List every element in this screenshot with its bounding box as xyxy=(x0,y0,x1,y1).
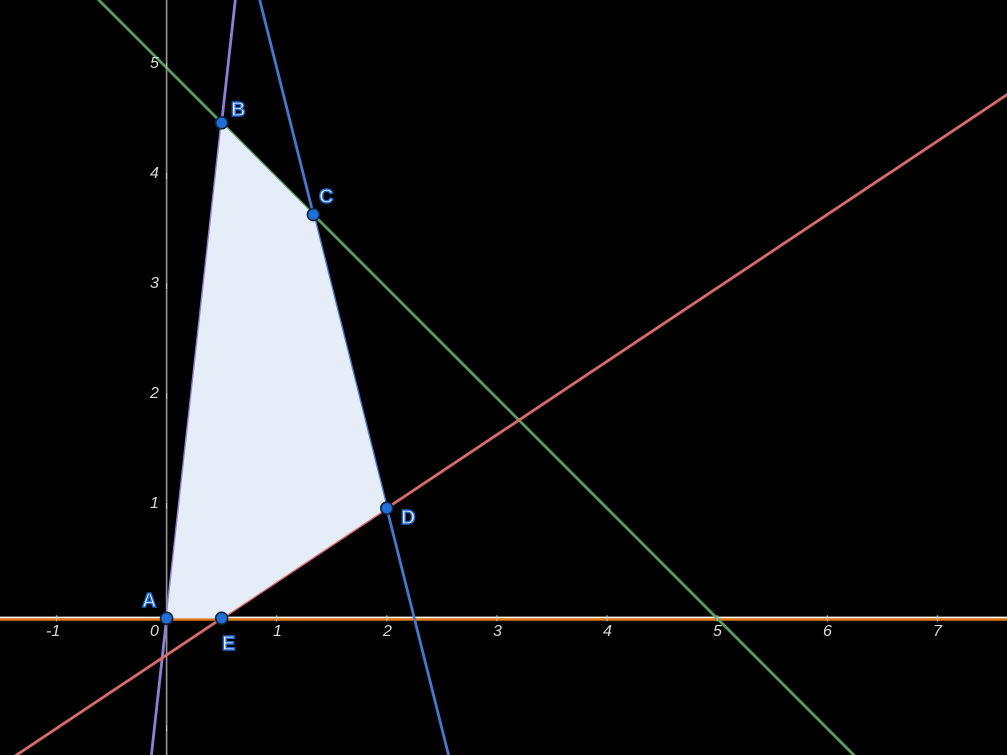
svg-text:E: E xyxy=(222,633,235,655)
svg-text:5: 5 xyxy=(713,623,722,640)
svg-text:2: 2 xyxy=(149,385,159,402)
svg-text:4: 4 xyxy=(150,165,159,182)
svg-text:6: 6 xyxy=(823,623,832,640)
svg-text:B: B xyxy=(231,99,245,121)
svg-text:D: D xyxy=(401,507,415,529)
svg-text:3: 3 xyxy=(493,623,502,640)
svg-text:1: 1 xyxy=(150,495,159,512)
svg-text:4: 4 xyxy=(603,623,612,640)
svg-text:5: 5 xyxy=(150,55,159,72)
svg-text:C: C xyxy=(319,186,333,208)
svg-text:1: 1 xyxy=(273,623,282,640)
svg-text:A: A xyxy=(142,590,156,612)
svg-text:3: 3 xyxy=(150,275,159,292)
svg-text:2: 2 xyxy=(382,623,392,640)
svg-text:7: 7 xyxy=(933,623,943,640)
svg-text:0: 0 xyxy=(150,623,159,640)
svg-text:-1: -1 xyxy=(46,623,60,640)
